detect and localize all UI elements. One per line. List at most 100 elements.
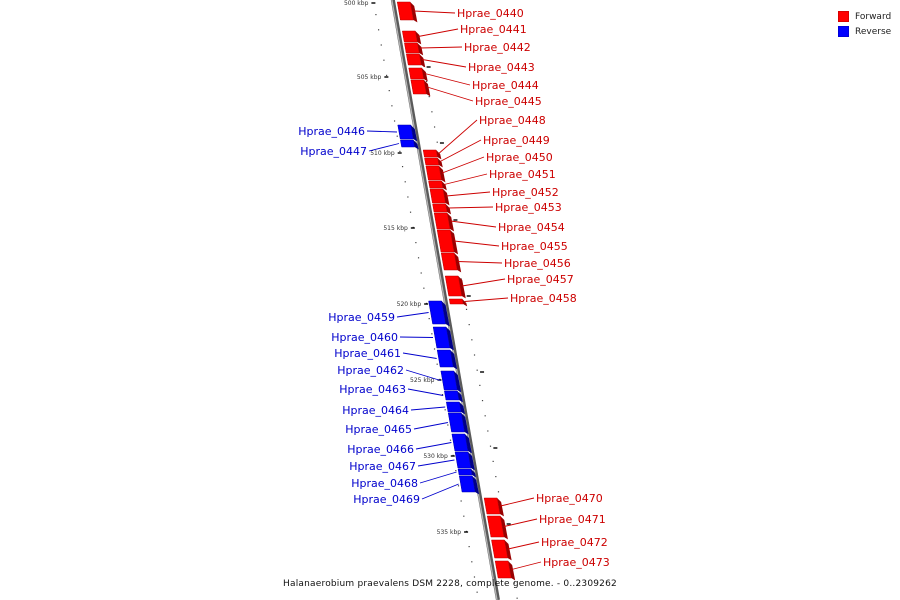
gene-hprae-0453[interactable] xyxy=(432,203,452,215)
gene-hprae-0442[interactable] xyxy=(404,42,424,56)
gene-body xyxy=(457,468,473,476)
gene-label[interactable]: Hprae_0459 xyxy=(328,311,395,324)
minor-tick xyxy=(385,74,388,76)
gene-hprae-0444[interactable] xyxy=(408,67,428,82)
gene-label[interactable]: Hprae_0464 xyxy=(342,404,409,417)
gene-label[interactable]: Hprae_0467 xyxy=(349,460,416,473)
gene-body xyxy=(444,390,460,401)
gene-hprae-0441[interactable] xyxy=(402,30,422,45)
gene-hprae-0469[interactable] xyxy=(458,475,480,495)
gene-body-side xyxy=(450,350,458,370)
gene-label[interactable]: Hprae_0462 xyxy=(337,364,404,377)
gene-hprae-0467[interactable] xyxy=(454,451,475,471)
gene-hprae-0450[interactable] xyxy=(425,165,446,183)
gene-hprae-0461[interactable] xyxy=(436,349,458,370)
gene-hprae-0470[interactable] xyxy=(483,497,504,517)
gene-body xyxy=(422,149,438,158)
gene-hprae-0447[interactable] xyxy=(400,139,419,150)
gene-label[interactable]: Hprae_0458 xyxy=(510,292,577,305)
gene-hprae-0473[interactable] xyxy=(494,560,516,581)
minor-tick xyxy=(471,561,473,563)
minor-tick xyxy=(428,318,430,320)
gene-label[interactable]: Hprae_0456 xyxy=(504,257,571,270)
leader-line xyxy=(450,220,497,228)
gene-label[interactable]: Hprae_0472 xyxy=(541,536,608,549)
gene-label[interactable]: Hprae_0461 xyxy=(334,347,401,360)
gene-hprae-0452[interactable] xyxy=(429,188,450,206)
gene-body-side xyxy=(471,469,477,478)
gene-label[interactable]: Hprae_0443 xyxy=(468,61,535,74)
gene-body-side xyxy=(442,189,450,206)
leader-line xyxy=(366,130,398,133)
gene-hprae-0471[interactable] xyxy=(486,515,508,540)
leader-line xyxy=(446,191,491,197)
gene-body-side xyxy=(497,498,504,517)
gene-body-side xyxy=(441,181,447,191)
gene-label[interactable]: Hprae_0463 xyxy=(339,383,406,396)
gene-hprae-0457[interactable] xyxy=(444,275,466,299)
gene-hprae-0454[interactable] xyxy=(433,212,454,232)
gene-label[interactable]: Hprae_0468 xyxy=(351,477,418,490)
gene-hprae-0446[interactable] xyxy=(397,124,418,142)
gene-hprae-0468[interactable] xyxy=(457,468,477,478)
gene-label[interactable]: Hprae_0454 xyxy=(498,221,565,234)
minor-tick xyxy=(391,105,393,107)
gene-hprae-0445[interactable] xyxy=(410,79,431,97)
gene-hprae-0462[interactable] xyxy=(440,370,462,393)
gene-label[interactable]: Hprae_0451 xyxy=(489,168,556,181)
gene-hprae-0455[interactable] xyxy=(436,229,459,255)
gene-label[interactable]: Hprae_0442 xyxy=(464,41,531,54)
gene-hprae-0449[interactable] xyxy=(424,157,443,168)
gene-label[interactable]: Hprae_0453 xyxy=(495,201,562,214)
gene-body xyxy=(433,212,451,230)
gene-label[interactable]: Hprae_0460 xyxy=(331,331,398,344)
minor-tick xyxy=(423,287,425,289)
gene-label[interactable]: Hprae_0471 xyxy=(539,513,606,526)
gene-label[interactable]: Hprae_0452 xyxy=(492,186,559,199)
gene-label[interactable]: Hprae_0440 xyxy=(457,7,524,20)
gene-label[interactable]: Hprae_0448 xyxy=(479,114,546,127)
gene-hprae-0443[interactable] xyxy=(406,53,426,68)
gene-label[interactable]: Hprae_0441 xyxy=(460,23,527,36)
gene-label[interactable]: Hprae_0466 xyxy=(347,443,414,456)
gene-body xyxy=(494,560,512,579)
gene-label[interactable]: Hprae_0469 xyxy=(353,493,420,506)
leader-line xyxy=(464,297,509,302)
gene-label[interactable]: Hprae_0473 xyxy=(543,556,610,569)
leader-line xyxy=(444,173,488,185)
gene-body xyxy=(436,349,454,368)
gene-label[interactable]: Hprae_0444 xyxy=(472,79,539,92)
gene-label[interactable]: Hprae_0465 xyxy=(345,423,412,436)
gene-hprae-0463[interactable] xyxy=(444,390,463,403)
gene-hprae-0465[interactable] xyxy=(447,412,469,435)
gene-label[interactable]: Hprae_0457 xyxy=(507,273,574,286)
gene-hprae-0466[interactable] xyxy=(451,433,472,454)
gene-hprae-0464[interactable] xyxy=(446,401,466,415)
gene-label[interactable]: Hprae_0450 xyxy=(486,151,553,164)
gene-hprae-0458[interactable] xyxy=(448,298,468,307)
gene-body xyxy=(436,229,455,253)
gene-hprae-0459[interactable] xyxy=(428,300,450,327)
gene-hprae-0451[interactable] xyxy=(428,180,447,191)
gene-body xyxy=(429,188,446,204)
minor-tick xyxy=(465,308,468,310)
gene-hprae-0440[interactable] xyxy=(396,1,418,23)
gene-body xyxy=(458,475,476,493)
gene-hprae-0456[interactable] xyxy=(440,252,462,273)
leader-line xyxy=(413,422,448,430)
gene-body-side xyxy=(445,204,452,215)
gene-label[interactable]: Hprae_0449 xyxy=(483,134,550,147)
minor-tick xyxy=(487,430,489,432)
gene-hprae-0448[interactable] xyxy=(422,149,442,160)
legend-item-forward: Forward xyxy=(838,9,891,24)
gene-label[interactable]: Hprae_0446 xyxy=(298,125,365,138)
gene-hprae-0460[interactable] xyxy=(432,326,454,351)
minor-tick xyxy=(463,515,465,517)
leader-line xyxy=(504,518,538,527)
gene-label[interactable]: Hprae_0445 xyxy=(475,95,542,108)
legend-item-reverse: Reverse xyxy=(838,24,891,39)
gene-hprae-0472[interactable] xyxy=(491,539,512,561)
gene-label[interactable]: Hprae_0455 xyxy=(501,240,568,253)
gene-label[interactable]: Hprae_0470 xyxy=(536,492,603,505)
gene-label[interactable]: Hprae_0447 xyxy=(300,145,367,158)
